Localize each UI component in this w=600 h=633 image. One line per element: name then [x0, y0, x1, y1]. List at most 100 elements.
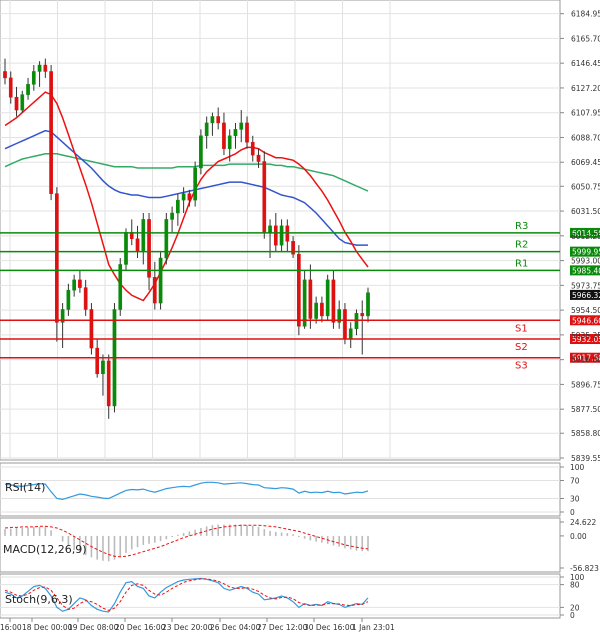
candle-body	[233, 129, 238, 137]
red-moving-average	[4, 91, 369, 302]
level-price: 5985.40	[572, 266, 600, 275]
time-tick-label: 26 Dec 04:00	[210, 623, 261, 632]
price-tick-label: 5839.55	[571, 454, 600, 463]
moving-averages	[4, 91, 369, 302]
candle-body	[360, 313, 365, 317]
candle-body	[135, 238, 140, 252]
price-tick-label: 6184.95	[571, 10, 600, 19]
bear-candle	[250, 135, 255, 162]
candle-body	[348, 328, 353, 340]
bull-candle	[204, 116, 209, 149]
candle-body	[101, 360, 105, 375]
candle-body	[250, 141, 255, 156]
bear-candle	[49, 65, 53, 201]
candle-body	[8, 77, 13, 98]
osc-tick-label: 30	[570, 495, 580, 504]
level-r3: R3 6014.50	[0, 221, 600, 238]
candle-body	[170, 212, 174, 220]
candle-body	[72, 279, 76, 291]
rsi-panel[interactable]: RSI(14) 100 70 30 0	[0, 462, 585, 517]
bull-candle	[118, 258, 123, 316]
price-tick-label: 5973.75	[571, 281, 600, 290]
candlesticks	[3, 58, 370, 419]
candle-body	[124, 232, 128, 265]
bull-candle	[325, 274, 330, 322]
price-tick-label: 6127.20	[571, 84, 600, 93]
level-price-badge	[570, 246, 600, 257]
price-tick-label: 6165.70	[571, 34, 600, 43]
rsi-grid	[0, 466, 560, 513]
candle-body	[83, 287, 88, 310]
price-tick-label: 5916.00	[571, 356, 600, 365]
bull-candle	[227, 129, 232, 162]
bull-candle	[366, 287, 370, 323]
osc-tick-label: 20	[570, 603, 580, 612]
main-panel[interactable]: R3 6014.50 R2 5999.95 R1 5985.40 S1 5946.60 S2 59…	[0, 0, 600, 463]
rsi-label: RSI(14)	[5, 481, 45, 494]
bear-candle	[55, 187, 59, 342]
candle-body	[31, 71, 36, 85]
time-tick-label: 18 Dec 00:00	[22, 623, 73, 632]
candle-body	[78, 279, 82, 288]
level-label: S2	[515, 342, 528, 353]
bull-candle	[124, 228, 128, 271]
bull-candle	[170, 206, 174, 233]
time-tick-label: 16:00	[0, 623, 22, 632]
osc-tick-label: -56.823	[570, 564, 599, 573]
candle-body	[181, 193, 186, 201]
candle-body	[106, 360, 111, 407]
time-tick-label: 30 Dec 16:00	[304, 623, 355, 632]
level-label: R3	[515, 221, 528, 232]
bull-candle	[193, 161, 197, 207]
bear-candle	[320, 296, 324, 323]
candle-body	[187, 193, 192, 201]
bear-candle	[89, 303, 94, 355]
price-tick-label: 6050.75	[571, 182, 600, 191]
bull-candle	[72, 274, 76, 297]
candle-body	[308, 279, 313, 319]
bull-candle	[199, 129, 203, 175]
level-price: 5932.05	[572, 335, 600, 344]
bull-candle	[20, 90, 25, 113]
support-resistance-levels: R3 6014.50 R2 5999.95 R1 5985.40 S1 5946.60 S2 59…	[0, 221, 600, 372]
bear-candle	[222, 112, 226, 156]
bull-candle	[181, 187, 186, 213]
price-tick-label: 6012.25	[571, 232, 600, 241]
candle-body	[302, 279, 307, 327]
osc-tick-label: 0	[570, 508, 575, 517]
candle-body	[325, 279, 330, 317]
candle-body	[118, 264, 123, 310]
bear-candle	[256, 148, 261, 168]
level-r2: R2 5999.95	[0, 240, 600, 257]
price-tick-label: 6031.50	[571, 207, 600, 216]
price-tick-label: 5877.50	[571, 405, 600, 414]
stoch-d-line	[4, 578, 369, 611]
macd-panel[interactable]: MACD(12,26,9) 24.622 0.00 -56.823	[0, 517, 599, 573]
candle-body	[227, 135, 232, 149]
candle-body	[245, 122, 249, 143]
macd-label: MACD(12,26,9)	[3, 543, 87, 556]
bear-candle	[216, 107, 221, 130]
bear-candle	[308, 264, 313, 329]
candle-body	[210, 116, 215, 124]
osc-tick-label: 24.622	[570, 518, 596, 527]
bear-candle	[83, 279, 88, 316]
price-tick-label: 5954.50	[571, 306, 600, 315]
macd-axis: 24.622 0.00 -56.823	[560, 518, 599, 573]
green-moving-average	[4, 153, 369, 192]
price-tick-label: 5896.75	[571, 380, 600, 389]
level-label: S3	[515, 361, 528, 372]
time-tick-label: 19 Dec 08:00	[68, 623, 119, 632]
price-tick-label: 5858.80	[571, 429, 600, 438]
time-tick-label: 1 Jan 23:01	[352, 623, 395, 632]
bull-candle	[101, 354, 105, 396]
level-s1: S1 5946.60	[0, 315, 600, 334]
level-price-badge	[570, 352, 600, 363]
candle-body	[297, 253, 301, 327]
level-s2: S2 5932.05	[0, 333, 600, 353]
candle-body	[239, 122, 244, 130]
bull-candle	[279, 219, 284, 252]
bear-candle	[106, 354, 111, 419]
